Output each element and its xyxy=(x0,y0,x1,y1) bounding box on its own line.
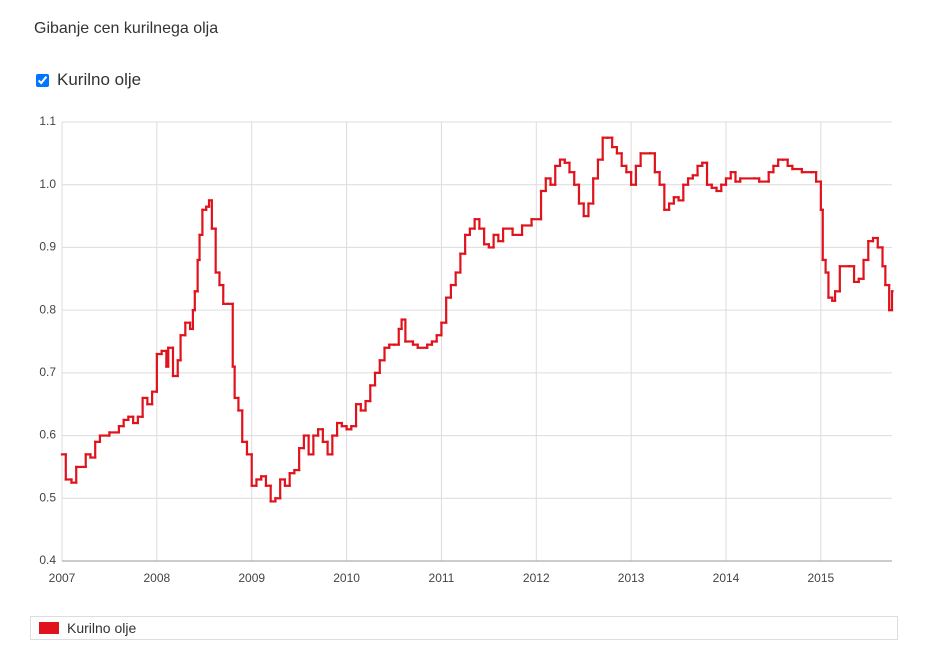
y-tick-label: 0.8 xyxy=(39,302,56,316)
legend-label: Kurilno olje xyxy=(67,620,137,636)
series-toggle[interactable]: Kurilno olje xyxy=(34,70,141,90)
legend: Kurilno olje xyxy=(30,616,898,640)
x-tick-label: 2010 xyxy=(333,571,360,585)
y-tick-label: 0.4 xyxy=(39,553,56,567)
series-checkbox[interactable] xyxy=(36,73,49,87)
y-tick-label: 0.7 xyxy=(39,365,56,379)
x-tick-label: 2009 xyxy=(238,571,265,585)
x-tick-label: 2014 xyxy=(713,571,740,585)
legend-swatch xyxy=(39,622,59,634)
y-tick-label: 0.5 xyxy=(39,490,56,504)
x-tick-label: 2012 xyxy=(523,571,550,585)
chart-title: Gibanje cen kurilnega olja xyxy=(34,20,219,37)
x-tick-label: 2007 xyxy=(49,571,76,585)
x-tick-label: 2011 xyxy=(429,571,455,585)
series-toggle-label: Kurilno olje xyxy=(57,70,142,89)
x-tick-label: 2013 xyxy=(618,571,645,585)
y-tick-label: 1.0 xyxy=(39,177,56,191)
y-tick-label: 1.1 xyxy=(39,114,56,128)
y-tick-label: 0.6 xyxy=(39,428,56,442)
y-tick-label: 0.9 xyxy=(39,240,56,254)
x-tick-label: 2008 xyxy=(144,571,171,585)
x-tick-label: 2015 xyxy=(808,571,835,585)
